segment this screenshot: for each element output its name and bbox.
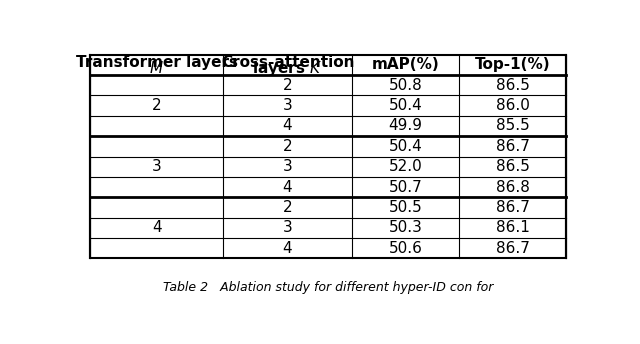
Text: 86.5: 86.5 (495, 159, 529, 174)
Text: 2: 2 (283, 200, 292, 215)
Text: 4: 4 (283, 241, 292, 256)
Text: 3: 3 (283, 98, 292, 113)
Text: 50.3: 50.3 (388, 221, 422, 235)
Text: 86.5: 86.5 (495, 78, 529, 93)
Text: 50.7: 50.7 (388, 180, 422, 195)
Bar (90, 54, 566, 258)
Text: Top-1(%): Top-1(%) (475, 57, 550, 72)
Text: 52.0: 52.0 (388, 159, 422, 174)
Text: 50.8: 50.8 (388, 78, 422, 93)
Text: 2: 2 (283, 78, 292, 93)
Text: 4: 4 (152, 221, 161, 235)
Text: $M$: $M$ (149, 61, 164, 76)
Text: 49.9: 49.9 (388, 118, 422, 133)
Text: 2: 2 (283, 139, 292, 154)
Text: 50.4: 50.4 (388, 98, 422, 113)
Text: 86.0: 86.0 (495, 98, 529, 113)
Text: Transformer layers: Transformer layers (76, 55, 237, 69)
Text: 86.8: 86.8 (495, 180, 529, 195)
Text: 50.4: 50.4 (388, 139, 422, 154)
Text: Cross-attention: Cross-attention (221, 55, 355, 69)
Text: mAP(%): mAP(%) (371, 57, 439, 72)
Text: 2: 2 (152, 98, 161, 113)
Text: 3: 3 (283, 221, 292, 235)
Text: 4: 4 (283, 180, 292, 195)
Text: 3: 3 (152, 159, 161, 174)
Text: 85.5: 85.5 (495, 118, 529, 133)
Text: 86.7: 86.7 (495, 200, 529, 215)
Text: Table 2   Ablation study for different hyper-ID con for: Table 2 Ablation study for different hyp… (163, 281, 493, 294)
Text: 50.5: 50.5 (388, 200, 422, 215)
Text: 86.7: 86.7 (495, 139, 529, 154)
Text: 86.7: 86.7 (495, 241, 529, 256)
Text: 3: 3 (283, 159, 292, 174)
Text: layers $K$: layers $K$ (252, 59, 323, 78)
Text: 50.6: 50.6 (388, 241, 422, 256)
Text: 4: 4 (283, 118, 292, 133)
Text: 86.1: 86.1 (495, 221, 529, 235)
